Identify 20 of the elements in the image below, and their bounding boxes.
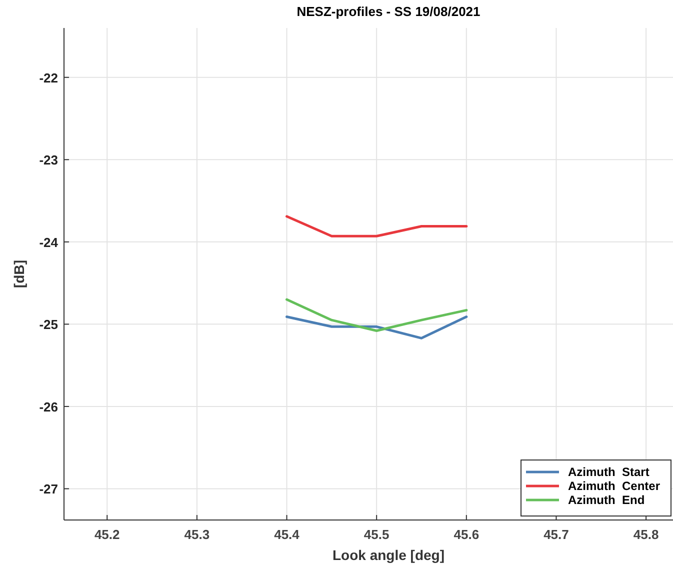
x-tick-label: 45.5 bbox=[364, 527, 390, 542]
legend-label: Azimuth Center bbox=[568, 479, 660, 493]
x-tick-label: 45.8 bbox=[633, 527, 659, 542]
chart-title: NESZ-profiles - SS 19/08/2021 bbox=[296, 4, 480, 19]
y-tick-label: -26 bbox=[39, 399, 58, 414]
legend-label: Azimuth End bbox=[568, 493, 645, 507]
x-tick-label: 45.3 bbox=[184, 527, 210, 542]
line-series bbox=[286, 298, 468, 332]
x-axis-title: Look angle [deg] bbox=[332, 547, 444, 563]
legend-label: Azimuth Start bbox=[568, 465, 650, 479]
y-tick-label: -24 bbox=[39, 234, 59, 250]
x-tick-label: 45.7 bbox=[544, 527, 569, 542]
y-tick-label: -27 bbox=[39, 482, 58, 497]
y-tick-label: -22 bbox=[39, 70, 58, 86]
y-axis-title: [dB] bbox=[11, 260, 27, 288]
x-tick-label: 45.6 bbox=[454, 527, 480, 542]
y-tick-label: -25 bbox=[39, 317, 58, 332]
x-tick-label: 45.4 bbox=[274, 527, 300, 542]
y-tick-label: -23 bbox=[39, 152, 58, 168]
x-tick-label: 45.2 bbox=[94, 527, 120, 542]
